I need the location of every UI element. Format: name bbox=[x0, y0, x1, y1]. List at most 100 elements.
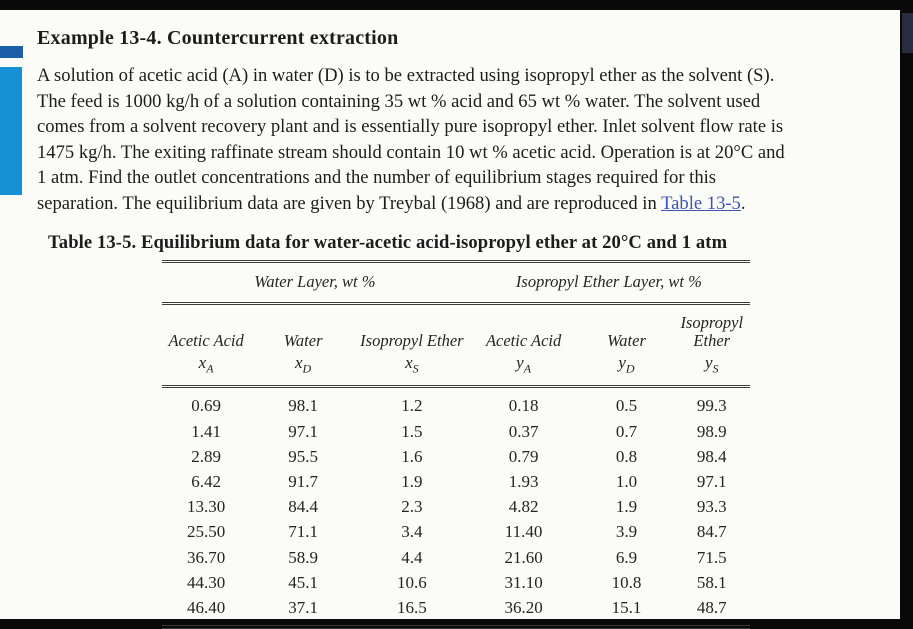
column-header: Isopropyl Ether bbox=[680, 313, 744, 350]
table-cell: 1.41 bbox=[191, 421, 221, 441]
variable-subscript: D bbox=[302, 361, 312, 376]
table-cell: 11.40 bbox=[504, 522, 543, 542]
table-body: 0.69 98.1 1.2 0.18 0.5 99.3 1.41 97.1 1.5 0.37 0.7… bbox=[162, 387, 750, 627]
table-row: 25.50 71.1 3.4 11.40 3.9 84.7 bbox=[162, 520, 750, 545]
table-cell: 3.9 bbox=[615, 522, 638, 542]
table-cell: 0.18 bbox=[508, 396, 539, 416]
table-cell: 21.60 bbox=[504, 547, 543, 567]
paragraph-line-suffix: . bbox=[740, 192, 746, 214]
table-cell: 97.1 bbox=[696, 471, 727, 491]
variable-header: xA bbox=[162, 350, 251, 389]
table-cell: 37.1 bbox=[288, 597, 318, 617]
table-row: 6.42 91.7 1.9 1.93 1.0 97.1 bbox=[162, 469, 750, 494]
variable-subscript: S bbox=[412, 361, 419, 376]
table-cell: 1.5 bbox=[401, 421, 423, 441]
table-cell: 1.6 bbox=[401, 446, 423, 466]
table-cell: 91.7 bbox=[288, 471, 318, 491]
table-cell: 97.1 bbox=[288, 421, 318, 441]
table-cell: 4.82 bbox=[508, 497, 539, 517]
variable-subscript: A bbox=[523, 361, 532, 376]
table-cell: 10.6 bbox=[397, 572, 427, 592]
table-cell: 0.79 bbox=[508, 446, 539, 466]
document-page: Example 13-4. Countercurrent extraction … bbox=[0, 10, 900, 629]
paragraph-line: 1 atm. Find the outlet concentrations an… bbox=[37, 167, 717, 189]
table-cell: 98.9 bbox=[696, 421, 727, 441]
table-cell: 6.9 bbox=[615, 547, 638, 567]
group-header-ether-layer: Isopropyl Ether Layer, wt % bbox=[467, 261, 750, 305]
table-cell: 45.1 bbox=[288, 572, 318, 592]
table-cell: 84.7 bbox=[696, 522, 727, 542]
column-name-row: Acetic Acid Water Isopropyl Ether Acetic Ac… bbox=[162, 304, 750, 351]
variable-symbol-row: xA xD xS yA yD yS bbox=[162, 350, 750, 389]
table-cell: 48.7 bbox=[696, 597, 727, 617]
table-cell: 36.20 bbox=[504, 597, 543, 617]
table-cell: 58.9 bbox=[288, 547, 318, 567]
table-cell: 6.42 bbox=[191, 471, 221, 491]
equilibrium-table-container: Water Layer, wt % Isopropyl Ether Layer, … bbox=[162, 260, 750, 629]
variable-header: xD bbox=[250, 350, 357, 389]
column-header: Water bbox=[283, 331, 323, 350]
table-cell: 93.3 bbox=[696, 497, 727, 517]
table-row: 46.40 37.1 16.5 36.20 15.1 48.7 bbox=[162, 595, 750, 627]
variable-subscript: D bbox=[625, 361, 635, 376]
table-caption: Table 13-5. Equilibrium data for water-a… bbox=[48, 232, 728, 253]
table-cell: 46.40 bbox=[186, 597, 226, 617]
table-cell: 10.8 bbox=[611, 572, 642, 592]
table-cell: 1.0 bbox=[615, 471, 638, 491]
table-cell: 4.4 bbox=[401, 547, 423, 567]
column-header: Isopropyl Ether bbox=[360, 331, 464, 350]
table-cell: 1.93 bbox=[508, 471, 539, 491]
column-header: Acetic Acid bbox=[168, 331, 244, 350]
table-13-5-link[interactable]: Table 13-5 bbox=[661, 192, 741, 214]
table-head: Water Layer, wt % Isopropyl Ether Layer, … bbox=[162, 261, 750, 389]
table-cell: 13.30 bbox=[186, 497, 226, 517]
paragraph-line: The feed is 1000 kg/h of a solution cont… bbox=[37, 90, 761, 112]
corner-accent bbox=[902, 13, 913, 53]
paragraph-line-prefix: separation. The equilibrium data are giv… bbox=[37, 192, 662, 214]
variable-header: yD bbox=[579, 350, 674, 389]
table-row: 2.89 95.5 1.6 0.79 0.8 98.4 bbox=[162, 444, 750, 469]
table-cell: 2.89 bbox=[191, 446, 221, 466]
variable-header: xS bbox=[356, 350, 468, 389]
paragraph-line: separation. The equilibrium data are giv… bbox=[37, 191, 899, 217]
variable-subscript: A bbox=[206, 361, 214, 376]
table-cell: 0.69 bbox=[191, 396, 221, 416]
table-cell: 36.70 bbox=[186, 547, 226, 567]
table-cell: 44.30 bbox=[186, 572, 226, 592]
table-cell: 84.4 bbox=[288, 497, 318, 517]
paragraph-line: A solution of acetic acid (A) in water (… bbox=[37, 65, 775, 86]
example-title: Example 13-4. Countercurrent extraction bbox=[37, 27, 399, 49]
variable-header: yS bbox=[673, 350, 750, 389]
table-cell: 25.50 bbox=[186, 522, 226, 542]
paragraph-line: 1475 kg/h. The exiting raffinate stream … bbox=[37, 141, 785, 163]
table-cell: 2.3 bbox=[401, 497, 423, 517]
table-row: 0.69 98.1 1.2 0.18 0.5 99.3 bbox=[162, 387, 750, 419]
variable-header: yA bbox=[467, 350, 580, 389]
column-header: Acetic Acid bbox=[485, 331, 562, 350]
accent-bar-navy bbox=[0, 46, 23, 58]
column-header: Water bbox=[607, 331, 646, 350]
table-cell: 31.10 bbox=[504, 572, 543, 592]
equilibrium-table: Water Layer, wt % Isopropyl Ether Layer, … bbox=[162, 260, 750, 629]
table-cell: 58.1 bbox=[696, 572, 727, 592]
table-row: 36.70 58.9 4.4 21.60 6.9 71.5 bbox=[162, 545, 750, 570]
group-header-row: Water Layer, wt % Isopropyl Ether Layer, … bbox=[162, 261, 750, 305]
table-row: 1.41 97.1 1.5 0.37 0.7 98.9 bbox=[162, 419, 750, 444]
table-cell: 99.3 bbox=[696, 396, 727, 416]
table-cell: 98.1 bbox=[288, 396, 318, 416]
table-cell: 0.5 bbox=[615, 396, 638, 416]
table-row: 44.30 45.1 10.6 31.10 10.8 58.1 bbox=[162, 570, 750, 595]
table-cell: 3.4 bbox=[401, 522, 423, 542]
table-cell: 0.7 bbox=[615, 421, 638, 441]
accent-bar-blue bbox=[0, 67, 22, 195]
problem-paragraph: A solution of acetic acid (A) in water (… bbox=[37, 63, 899, 217]
variable-subscript: S bbox=[712, 361, 719, 376]
table-row: 13.30 84.4 2.3 4.82 1.9 93.3 bbox=[162, 495, 750, 520]
group-header-water-layer: Water Layer, wt % bbox=[162, 261, 468, 305]
table-cell: 71.5 bbox=[696, 547, 727, 567]
table-cell: 1.2 bbox=[401, 396, 423, 416]
table-cell: 0.8 bbox=[615, 446, 638, 466]
table-cell: 71.1 bbox=[288, 522, 318, 542]
table-cell: 0.37 bbox=[508, 421, 539, 441]
